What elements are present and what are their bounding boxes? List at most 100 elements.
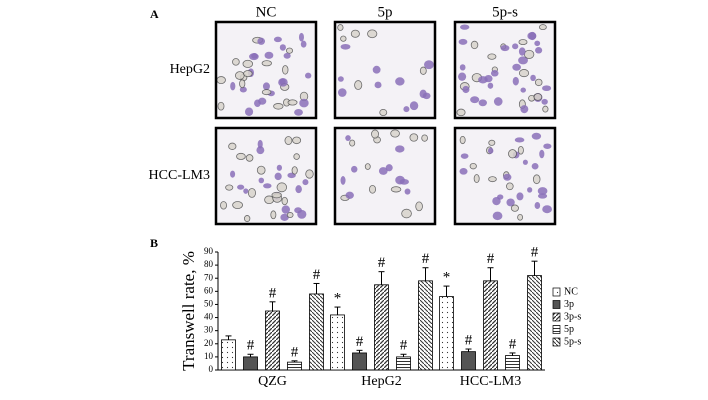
cell xyxy=(456,108,466,117)
significance-mark: * xyxy=(443,270,451,286)
cell xyxy=(220,201,228,210)
cell xyxy=(337,88,347,97)
bar xyxy=(309,293,324,371)
cell xyxy=(401,208,412,219)
bar xyxy=(439,296,454,371)
cell xyxy=(409,101,419,111)
bar xyxy=(352,352,367,371)
cell xyxy=(257,37,266,45)
y-tick-label: 80 xyxy=(204,259,214,269)
cell xyxy=(292,136,302,145)
cell xyxy=(280,213,289,221)
cell xyxy=(340,43,351,50)
cell xyxy=(512,63,521,71)
cell xyxy=(458,38,468,45)
cell xyxy=(217,101,225,111)
cell xyxy=(270,210,277,220)
cell xyxy=(460,24,470,30)
cell xyxy=(395,175,405,185)
cell xyxy=(273,36,282,43)
column-label: NC xyxy=(256,4,277,20)
cell xyxy=(542,85,552,92)
micrograph-frame xyxy=(214,20,318,120)
cell xyxy=(345,135,351,141)
cell xyxy=(473,174,480,184)
cell xyxy=(291,166,298,175)
cell xyxy=(395,77,405,86)
cell xyxy=(244,107,254,116)
cell xyxy=(230,170,236,178)
cell xyxy=(469,162,477,170)
bar xyxy=(418,280,433,371)
cell xyxy=(236,152,246,160)
cell xyxy=(230,81,236,91)
micrograph-frame xyxy=(333,126,437,226)
cell xyxy=(274,172,282,181)
cell xyxy=(527,187,533,193)
bar xyxy=(287,361,302,371)
micrograph-frame xyxy=(453,20,557,120)
cell xyxy=(542,105,549,113)
cell xyxy=(542,205,552,214)
x-tick-label: HCC-LM3 xyxy=(460,374,521,389)
cell xyxy=(522,159,528,165)
cell xyxy=(293,153,300,160)
cell xyxy=(462,85,470,94)
cell xyxy=(459,135,466,145)
cell xyxy=(520,105,529,114)
cell xyxy=(349,139,356,147)
cell xyxy=(354,80,363,90)
cell xyxy=(530,74,536,82)
cell xyxy=(395,145,405,153)
cell xyxy=(541,98,548,105)
micrograph-frame xyxy=(453,126,557,226)
cell xyxy=(512,76,519,86)
cell xyxy=(305,72,312,79)
cell xyxy=(282,65,289,75)
cell xyxy=(518,47,526,56)
cell xyxy=(512,43,519,50)
cell xyxy=(534,40,541,47)
cell xyxy=(385,164,393,172)
cell xyxy=(538,24,547,31)
cell xyxy=(372,65,381,74)
y-axis-label: Transwell rate, % xyxy=(179,251,198,371)
legend-label: 5p-s xyxy=(564,336,581,347)
cell xyxy=(279,44,286,51)
bar xyxy=(374,284,389,371)
cell xyxy=(294,109,303,116)
y-tick-label: 40 xyxy=(204,312,214,322)
cell xyxy=(367,29,378,39)
cell xyxy=(390,186,402,193)
cell xyxy=(278,78,288,87)
significance-mark: # xyxy=(378,255,386,271)
cell xyxy=(518,39,528,45)
bar xyxy=(265,310,280,371)
cell xyxy=(497,194,504,200)
y-tick-label: 20 xyxy=(204,338,214,348)
cell xyxy=(285,47,294,54)
cell xyxy=(256,146,265,155)
cell xyxy=(390,129,400,138)
cell xyxy=(537,193,548,199)
cell xyxy=(528,31,537,41)
cell xyxy=(258,177,265,184)
cell xyxy=(488,176,497,183)
cell xyxy=(298,32,304,42)
cell xyxy=(369,184,377,194)
cell xyxy=(302,179,309,186)
y-tick-label: 10 xyxy=(204,351,214,361)
cell xyxy=(261,60,272,67)
significance-mark: # xyxy=(422,251,430,267)
cell xyxy=(287,99,298,106)
cell xyxy=(281,205,291,214)
y-tick-label: 30 xyxy=(204,325,214,335)
cell xyxy=(243,188,249,194)
y-tick-label: 50 xyxy=(204,299,214,309)
cell xyxy=(299,98,309,108)
row-label: HCC-LM3 xyxy=(149,168,210,183)
cell xyxy=(531,162,539,170)
cell xyxy=(518,69,530,78)
cell xyxy=(264,51,274,59)
cell xyxy=(257,139,263,149)
